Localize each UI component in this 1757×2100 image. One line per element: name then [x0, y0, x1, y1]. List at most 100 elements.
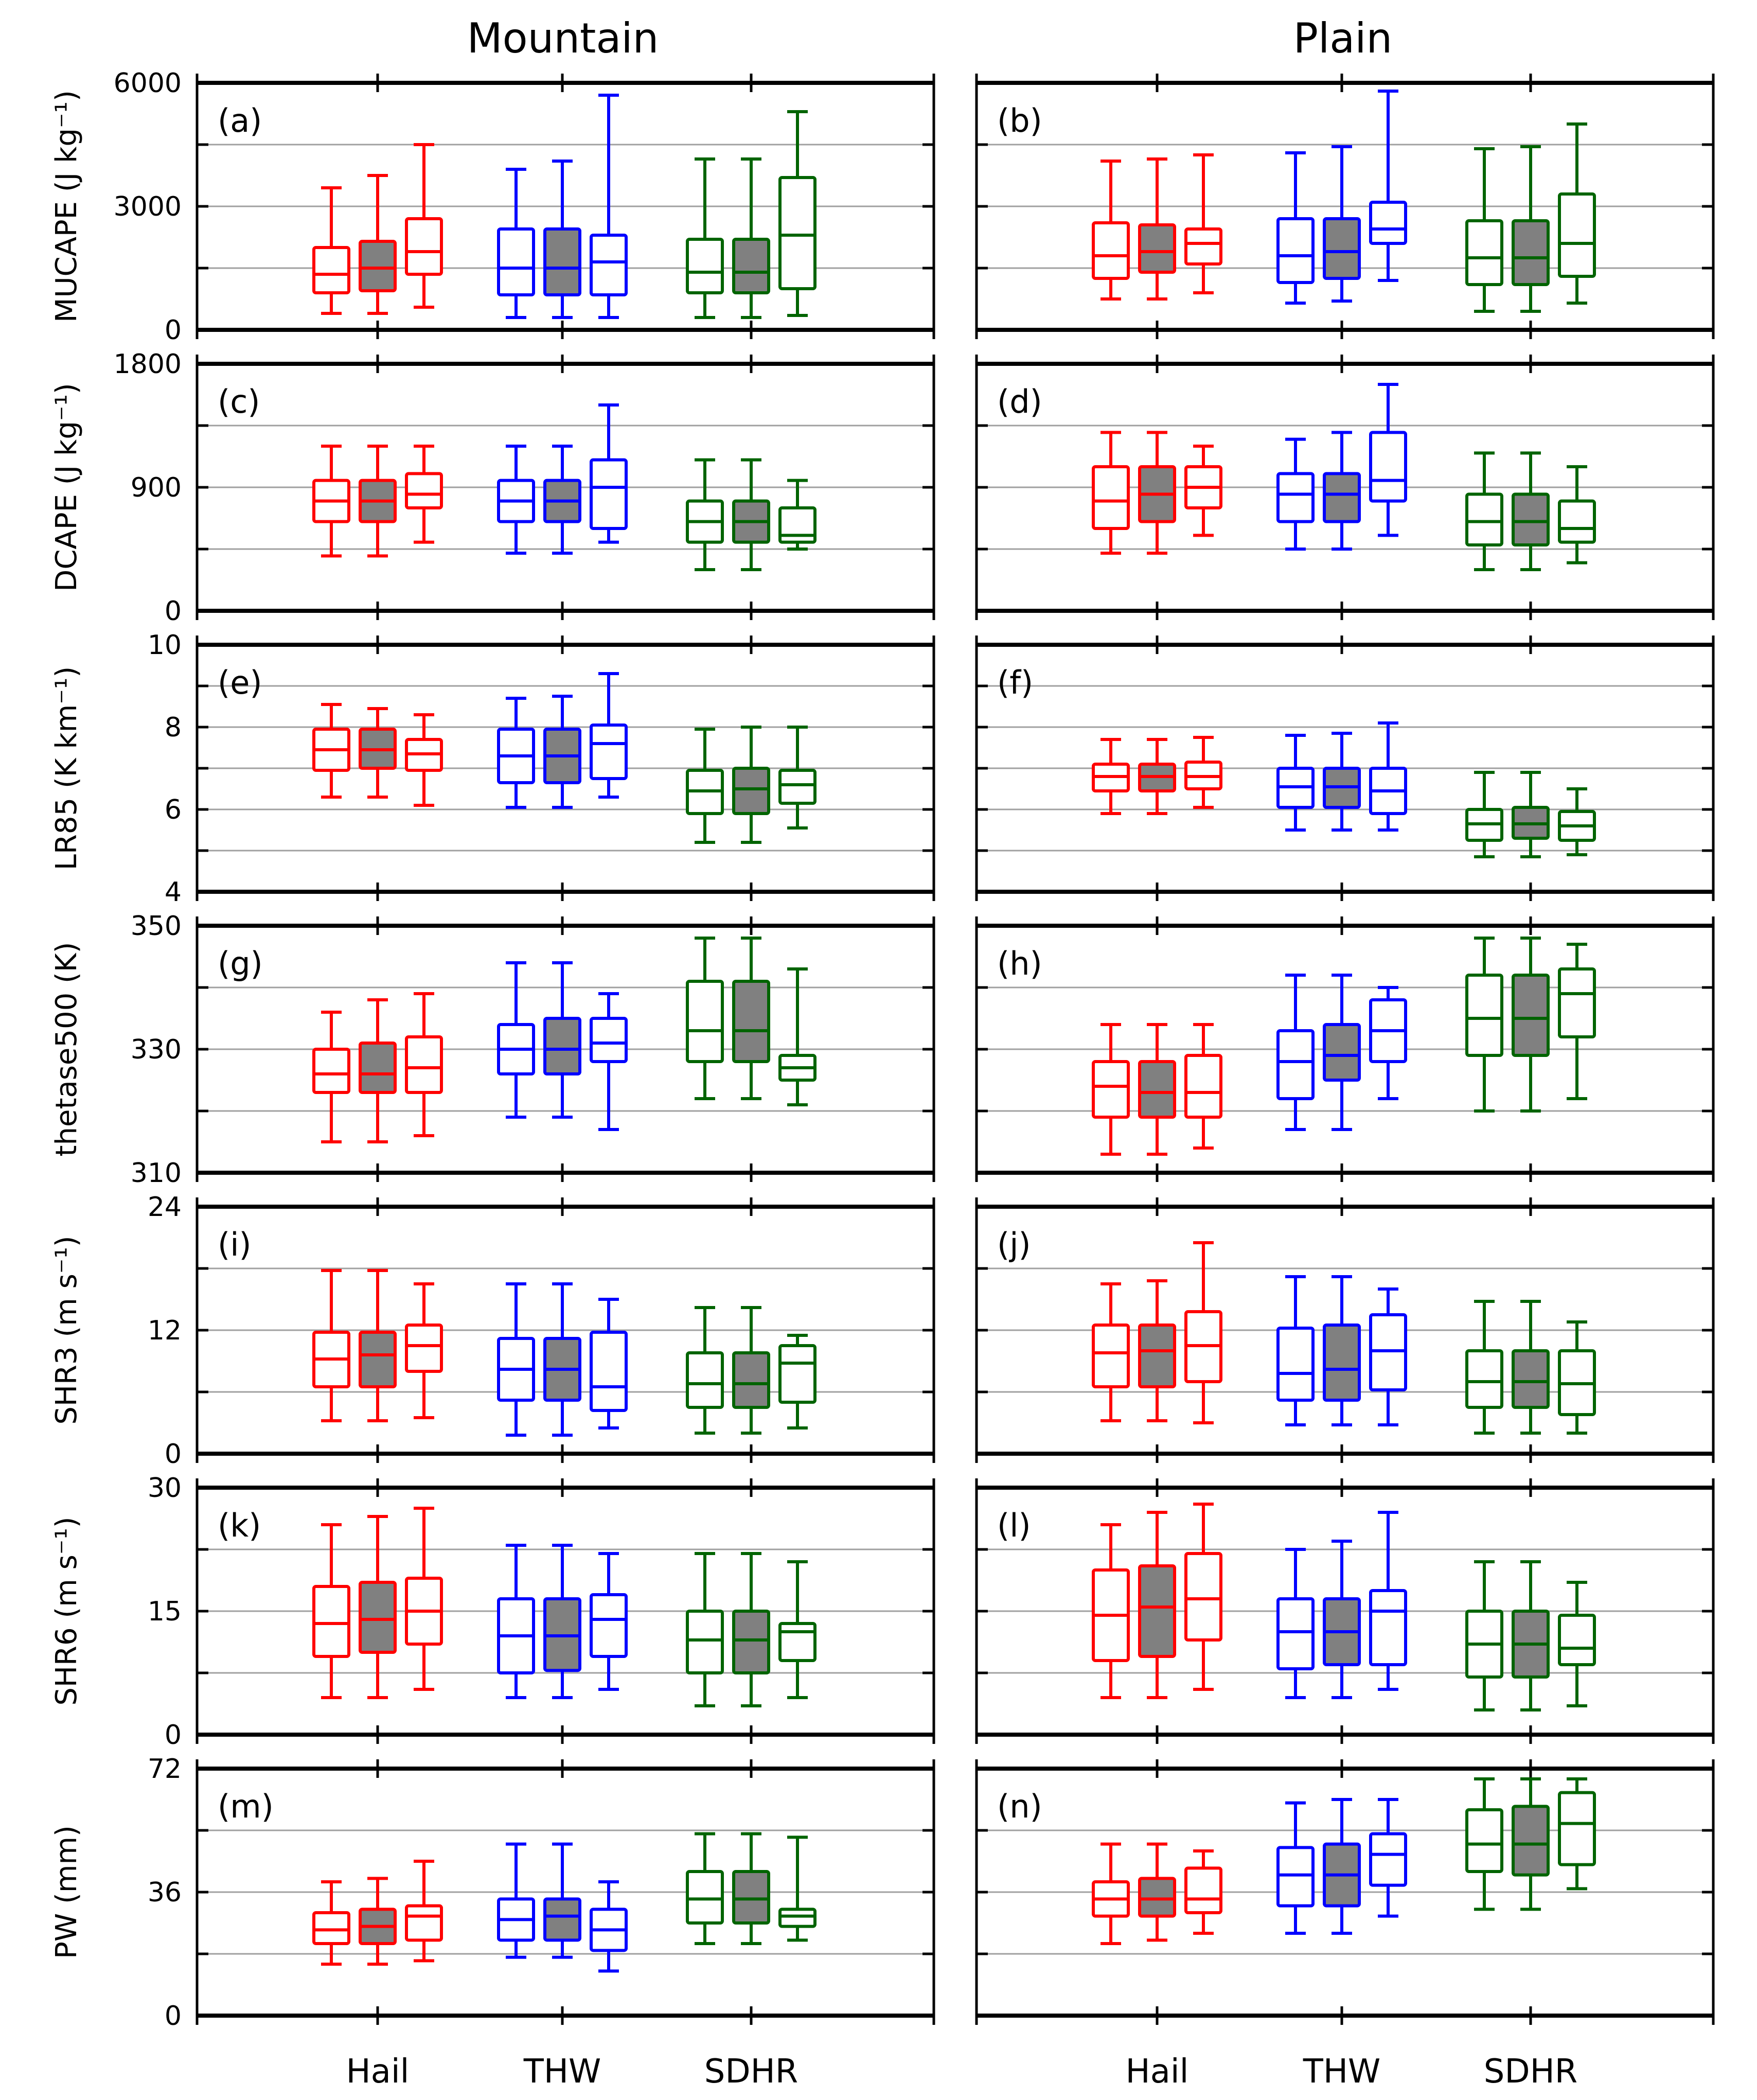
panel-label: (l)	[997, 1507, 1031, 1544]
panel-b: (b)	[975, 74, 1715, 339]
category-label-hail: Hail	[1126, 2053, 1189, 2091]
hail-box-3	[405, 1860, 443, 1963]
thw-box-2	[1323, 1798, 1361, 1935]
iqr-box	[405, 217, 443, 276]
iqr-box	[1369, 431, 1407, 503]
hail-box-1	[1092, 431, 1130, 555]
iqr-box	[732, 767, 770, 815]
panel-label: (k)	[218, 1507, 261, 1544]
sdhr-box-3	[778, 110, 817, 317]
iqr-box	[1138, 1877, 1176, 1918]
hail-box-2	[359, 1515, 397, 1699]
hail-box-3	[1184, 445, 1222, 537]
iqr-box	[1369, 1832, 1407, 1887]
y-axis-label-2: DCAPE (J kg⁻¹)	[50, 383, 83, 591]
panel-label: (m)	[218, 1788, 274, 1825]
panel-a: 0 3000 6000 (a)	[114, 68, 935, 346]
thw-box-3	[1369, 1511, 1407, 1691]
thw-box-2	[543, 695, 581, 809]
panel-i: 0 12 24 (i)	[148, 1192, 935, 1470]
y-tick-label: 36	[148, 1877, 182, 1908]
y-tick-label: 6000	[114, 68, 182, 99]
hail-box-2	[1138, 157, 1176, 301]
thw-box-2	[1323, 974, 1361, 1131]
iqr-box	[1138, 223, 1176, 274]
sdhr-box-2	[732, 726, 770, 844]
thw-box-1	[497, 168, 535, 319]
y-tick-label: 15	[148, 1596, 182, 1627]
panel-label: (n)	[997, 1788, 1042, 1825]
thw-box-3	[590, 403, 628, 544]
sdhr-box-1	[686, 1832, 724, 1945]
iqr-box	[686, 1870, 724, 1925]
thw-box-2	[1323, 1540, 1361, 1699]
thw-box-3	[1369, 90, 1407, 282]
sdhr-box-1	[686, 1552, 724, 1707]
y-axis-label-4: thetase500 (K)	[50, 942, 83, 1157]
y-tick-label: 0	[165, 1439, 182, 1470]
iqr-box	[778, 1908, 817, 1928]
y-tick-label: 24	[148, 1192, 182, 1223]
sdhr-box-1	[1465, 771, 1503, 858]
iqr-box	[1465, 1808, 1503, 1873]
iqr-box	[778, 1344, 817, 1404]
iqr-box	[1092, 1060, 1130, 1119]
y-axis-label-3: LR85 (K km⁻¹)	[50, 666, 83, 870]
iqr-box	[405, 1323, 443, 1373]
thw-box-2	[543, 961, 581, 1119]
thw-box-3	[590, 1880, 628, 1973]
y-tick-label: 0	[165, 2001, 182, 2032]
panel-label: (a)	[218, 102, 262, 139]
hail-box-2	[359, 1269, 397, 1422]
hail-box-2	[1138, 1842, 1176, 1942]
sdhr-box-3	[778, 1560, 817, 1699]
panel-label: (g)	[218, 945, 263, 982]
iqr-box	[1512, 1805, 1550, 1877]
iqr-box	[1276, 472, 1315, 523]
hail-box-3	[405, 713, 443, 807]
y-tick-label: 4	[165, 877, 182, 908]
y-tick-label: 350	[131, 911, 182, 942]
iqr-box	[312, 1911, 350, 1945]
hail-box-1	[312, 1269, 350, 1422]
thw-box-2	[1323, 732, 1361, 832]
thw-box-2	[1323, 145, 1361, 303]
sdhr-box-3	[1558, 1320, 1596, 1435]
thw-box-1	[1276, 974, 1315, 1131]
iqr-box	[732, 1610, 770, 1674]
hail-box-2	[1138, 1511, 1176, 1699]
iqr-box	[1558, 1791, 1596, 1866]
iqr-box	[778, 769, 817, 805]
sdhr-box-2	[732, 458, 770, 571]
panel-c: 0 900 1800 (c)	[114, 349, 935, 627]
panel-e: 4 6 8 10 (e)	[148, 630, 935, 908]
sdhr-box-2	[1512, 1300, 1550, 1435]
hail-box-3	[405, 143, 443, 309]
iqr-box	[732, 1870, 770, 1925]
iqr-box	[1323, 1323, 1361, 1402]
sdhr-box-2	[732, 1832, 770, 1945]
column-title-mountain: Mountain	[467, 14, 659, 62]
panel-label: (h)	[997, 945, 1042, 982]
panel-label: (b)	[997, 102, 1042, 139]
thw-box-1	[1276, 1275, 1315, 1426]
hail-box-3	[405, 992, 443, 1137]
hail-box-3	[1184, 1241, 1222, 1424]
hail-box-2	[1138, 738, 1176, 815]
hail-box-2	[359, 1877, 397, 1966]
sdhr-box-1	[1465, 1300, 1503, 1435]
thw-box-1	[1276, 1801, 1315, 1935]
panel-h: (h)	[975, 916, 1715, 1182]
y-axis-label-5: SHR3 (m s⁻¹)	[50, 1236, 83, 1424]
sdhr-box-2	[732, 937, 770, 1100]
hail-box-1	[1092, 1023, 1130, 1156]
sdhr-box-1	[686, 937, 724, 1100]
y-tick-label: 30	[148, 1473, 182, 1504]
sdhr-box-3	[778, 726, 817, 830]
iqr-box	[1184, 1552, 1222, 1642]
iqr-box	[359, 1581, 397, 1654]
sdhr-box-2	[1512, 451, 1550, 571]
iqr-box	[1512, 974, 1550, 1057]
